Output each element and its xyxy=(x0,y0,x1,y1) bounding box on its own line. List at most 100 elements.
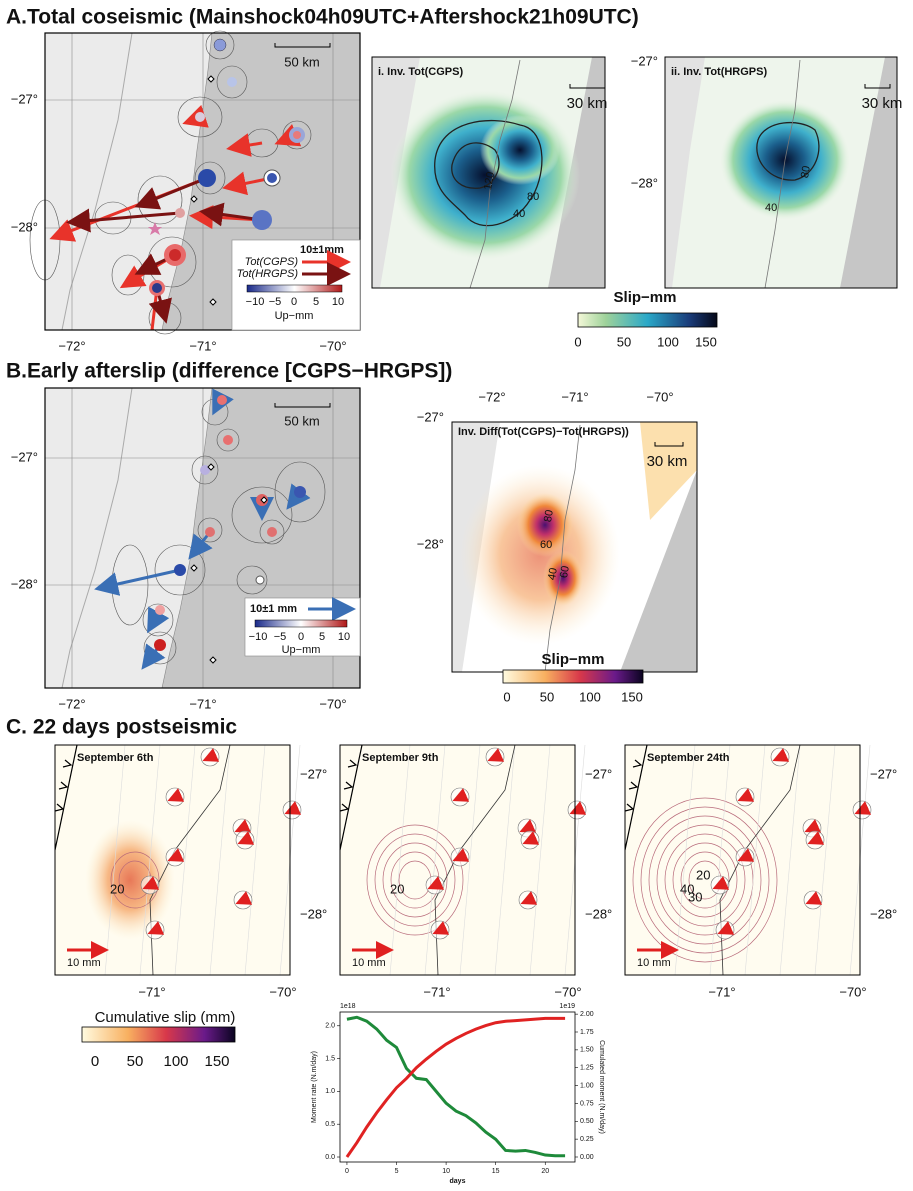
trench xyxy=(624,744,648,851)
map-frame xyxy=(624,744,861,976)
colorbar-tick: 50 xyxy=(617,334,631,349)
lat-label: −27° xyxy=(585,766,612,781)
x-tick-label: 5 xyxy=(395,1168,399,1175)
colorbar-label: Slip−mm xyxy=(614,289,677,306)
trench xyxy=(339,744,363,851)
panel-title: ii. Inv. Tot(HRGPS) xyxy=(671,66,767,78)
lat-label: −27° xyxy=(11,449,38,464)
x-tick-label: 0 xyxy=(345,1168,349,1175)
graticule xyxy=(779,744,801,976)
x-axis-label: days xyxy=(450,1178,466,1185)
map-shape xyxy=(200,465,210,475)
displacement-arrow xyxy=(717,921,735,935)
colorbar-tick: 10 xyxy=(338,631,350,643)
slip-contour xyxy=(672,842,738,918)
map-shape xyxy=(205,527,215,537)
slip-contour xyxy=(664,833,746,927)
colorbar-tick: 150 xyxy=(621,689,643,704)
map-shape xyxy=(154,544,206,596)
map-shape xyxy=(654,442,684,447)
inversion-ii: ii. Inv. Tot(HRGPS) 30 km −27° −28° 80 4… xyxy=(631,53,903,289)
x-tick-label: 20 xyxy=(541,1168,549,1175)
colorbar-tick: 50 xyxy=(127,1053,144,1070)
displacement-arrow xyxy=(432,921,450,935)
map-shape xyxy=(66,208,181,233)
lon-label: −71° xyxy=(708,984,735,999)
map-shape xyxy=(190,463,268,664)
y-tick-label: 0.0 xyxy=(325,1154,335,1161)
lat-label: −27° xyxy=(631,53,658,68)
map-shape xyxy=(252,210,272,230)
map-shape xyxy=(227,77,237,87)
lat-label: −28° xyxy=(11,219,38,234)
graticule xyxy=(139,744,161,976)
slip-contour xyxy=(640,806,770,954)
map-shape xyxy=(134,176,208,210)
colorbar: Cumulative slip (mm) 0 50 100 150 xyxy=(81,1009,235,1070)
contour-label: 20 xyxy=(696,867,710,882)
contour-label: 30 xyxy=(688,889,702,904)
colorbar-tick: 0 xyxy=(298,631,304,643)
map-shape xyxy=(371,56,606,289)
map-shape xyxy=(198,169,216,187)
map-shape xyxy=(864,84,891,89)
y2-tick-label: 1.25 xyxy=(580,1065,594,1072)
colorbar-tick: 100 xyxy=(579,689,601,704)
y2-offset: 1e19 xyxy=(559,1003,575,1010)
lat-label: −28° xyxy=(11,576,38,591)
map-shape xyxy=(294,486,306,498)
map-shape xyxy=(274,461,326,523)
map-b: 50 km −27° −28° −72° −71° −70° 10±1 mm −… xyxy=(11,387,361,711)
legend: 10±1 mm −10 −5 0 5 10 Up−mm xyxy=(244,597,361,657)
lat-label: −28° xyxy=(585,906,612,921)
inversion-diff: Inv. Diff(Tot(CGPS)−Tot(HRGPS)) 30 km −7… xyxy=(417,389,698,673)
colorbar: Slip−mm 0 50 100 150 xyxy=(502,651,644,704)
y2-tick-label: 1.50 xyxy=(580,1047,594,1054)
lon-label: −70° xyxy=(319,696,346,711)
map-shape xyxy=(205,30,235,60)
map-shape xyxy=(216,428,240,452)
map-shape xyxy=(274,403,331,408)
y2-tick-label: 0.25 xyxy=(580,1136,594,1143)
contour-label: 120 xyxy=(482,171,497,191)
displacement-arrow xyxy=(804,819,822,833)
displacement-arrow xyxy=(167,788,185,802)
lon-label: −72° xyxy=(58,696,85,711)
scale-label: 30 km xyxy=(862,95,903,112)
graticule xyxy=(744,744,766,976)
map-date: September 9th xyxy=(362,752,439,764)
map-shape xyxy=(469,59,521,289)
displacement-arrow xyxy=(147,921,165,935)
contour-label: 40 xyxy=(765,202,777,214)
y-tick-label: 1.0 xyxy=(325,1088,335,1095)
graticule xyxy=(494,744,516,976)
map-shape xyxy=(61,387,133,689)
legend-amplitude: 10±1 mm xyxy=(250,603,297,615)
map-date: September 24th xyxy=(647,752,730,764)
map-shape xyxy=(434,119,543,227)
y2-tick-label: 2.00 xyxy=(580,1011,594,1018)
displacement-arrow xyxy=(202,748,220,762)
colorbar-tick: −5 xyxy=(269,296,282,308)
lon-label: −71° xyxy=(423,984,450,999)
displacement-arrow xyxy=(452,788,470,802)
lon-label: −71° xyxy=(189,338,216,353)
displacement-arrow xyxy=(737,788,755,802)
y-offset: 1e18 xyxy=(340,1003,356,1010)
y2-tick-label: 0.75 xyxy=(580,1100,594,1107)
y2-axis-label: Cumulated moment (N.m/day) xyxy=(598,1040,605,1134)
lat-label: −28° xyxy=(631,175,658,190)
y-axis-label: Moment rate (N.m/day) xyxy=(311,1051,318,1123)
map-shape xyxy=(191,455,219,485)
displacement-arrow xyxy=(772,748,790,762)
colorbar-tick: 100 xyxy=(163,1053,188,1070)
legend: 10±1mm Tot(CGPS) Tot(HRGPS) −10 −5 0 5 1… xyxy=(231,239,361,331)
map-shape xyxy=(44,32,361,331)
slip-contour xyxy=(366,824,464,936)
contour-label: 80 xyxy=(799,165,813,179)
y2-tick-label: 1.75 xyxy=(580,1029,594,1036)
slip-contour xyxy=(374,833,456,927)
map-shape xyxy=(216,65,248,99)
map-shape xyxy=(44,387,361,689)
